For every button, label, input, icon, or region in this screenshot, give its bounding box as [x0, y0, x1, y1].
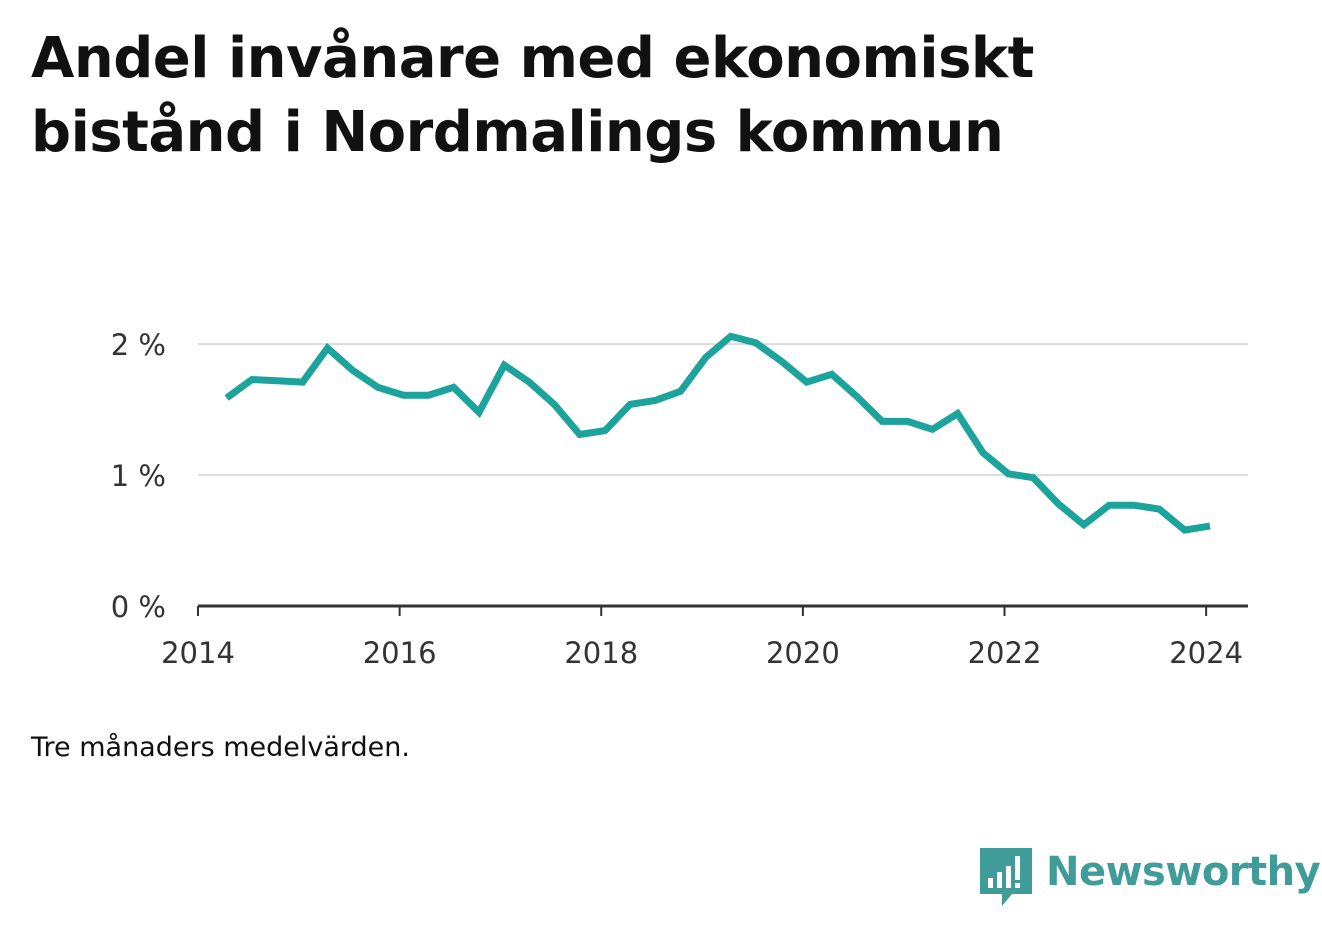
series-layer	[224, 332, 1211, 534]
brand-logo: Newsworthy	[980, 848, 1321, 910]
newsworthy-logo-icon	[980, 848, 1032, 906]
chart-title: Andel invånare med ekonomiskt bistånd i …	[31, 26, 1034, 165]
x-tick-label: 2024	[1169, 636, 1243, 670]
x-tick-label: 2018	[564, 636, 638, 670]
axes: 0 % 1 % 2 % 2014 2016 2018 2020 2022 2024	[111, 328, 1248, 670]
gridlines	[198, 343, 1248, 477]
x-tick-label: 2020	[766, 636, 840, 670]
series-line	[224, 332, 1211, 534]
y-tick-label: 0 %	[111, 590, 166, 624]
chart-note: Tre månaders medelvärden.	[31, 732, 410, 763]
y-tick-label: 2 %	[111, 328, 166, 362]
x-tick-label: 2016	[363, 636, 437, 670]
y-tick-label: 1 %	[111, 459, 166, 493]
x-tick-label: 2022	[968, 636, 1042, 670]
x-tick-label: 2014	[161, 636, 235, 670]
brand-name: Newsworthy	[1046, 849, 1321, 895]
